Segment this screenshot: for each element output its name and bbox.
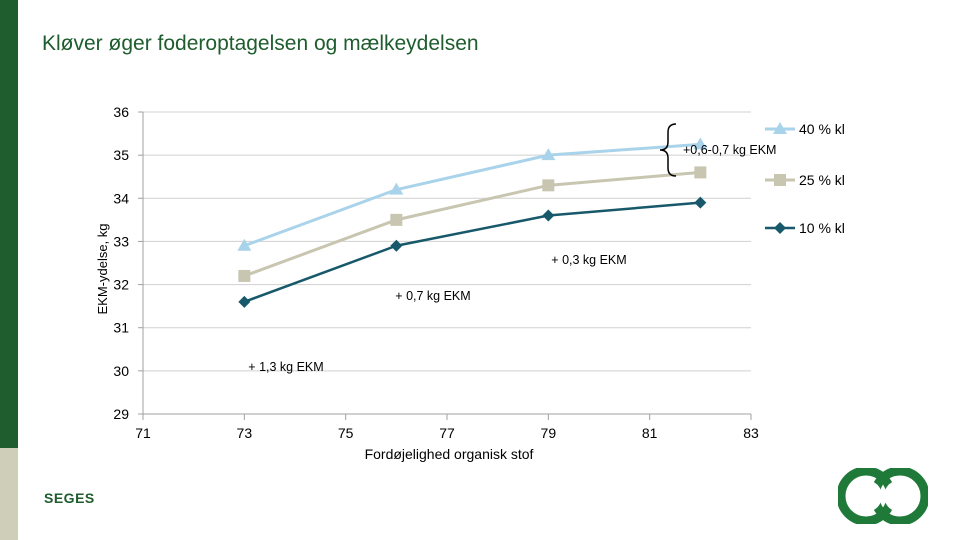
landbrug-foderværket-logo [838,468,928,524]
slide-title: Kløver øger foderoptagelsen og mælkeydel… [42,32,479,55]
data-point [693,137,708,150]
data-point [694,196,707,209]
y-tick-label: 29 [113,406,129,422]
x-tick-label: 71 [135,425,151,441]
y-tick-label: 31 [113,320,129,336]
data-point [390,239,403,252]
series-line [243,142,701,248]
data-point [238,295,251,308]
x-tick-label: 77 [439,425,455,441]
annotation-label: + 1,3 kg EKM [248,360,323,374]
legend-marker [774,222,786,234]
data-point [237,238,252,251]
brace-annotation [659,123,677,177]
y-tick-label: 35 [113,147,129,163]
legend: 40 % kl 25 % kl 10 % kl [765,121,845,236]
series-line [243,201,701,304]
x-tick-labels: 71 73 75 77 79 81 83 [135,425,759,441]
data-point [541,148,556,161]
y-tick-label: 36 [113,104,129,120]
grid-lines [143,111,751,372]
legend-marker [774,174,786,186]
y-tick-label: 32 [113,277,129,293]
annotation-label: + 0,3 kg EKM [551,253,626,267]
data-point [238,269,251,282]
annotation-label: +0,6-0,7 kg EKM [683,143,776,157]
data-point [694,166,707,179]
y-tick-label: 30 [113,363,129,379]
data-point [542,179,555,192]
y-tick-label: 33 [113,233,129,249]
data-point [389,182,404,195]
legend-label: 25 % kl [799,172,845,188]
legend-label: 40 % kl [799,121,845,137]
left-accent-bar-lower [0,448,18,540]
axes [138,111,752,420]
x-tick-label: 79 [541,425,557,441]
y-axis-label: EKM-ydelse, kg [95,223,110,314]
x-axis-label: Fordøjelighed organisk stof [365,446,534,462]
seges-logo: SEGES [44,490,95,506]
annotation-label: + 0,7 kg EKM [395,289,470,303]
left-accent-bar [0,0,18,448]
series-lines [237,137,708,308]
data-point [542,209,555,222]
x-tick-label: 73 [237,425,253,441]
legend-label: 10 % kl [799,220,845,236]
y-tick-label: 34 [113,190,129,206]
legend-marker [773,122,787,134]
y-tick-labels: 29 30 31 32 33 34 35 36 [113,104,129,422]
x-tick-label: 83 [743,425,759,441]
x-tick-label: 81 [642,425,658,441]
annotations: +0,6-0,7 kg EKM + 0,3 kg EKM + 0,7 kg EKM +… [248,143,776,374]
data-point [390,213,403,226]
series-line [243,170,701,278]
x-tick-label: 75 [338,425,354,441]
